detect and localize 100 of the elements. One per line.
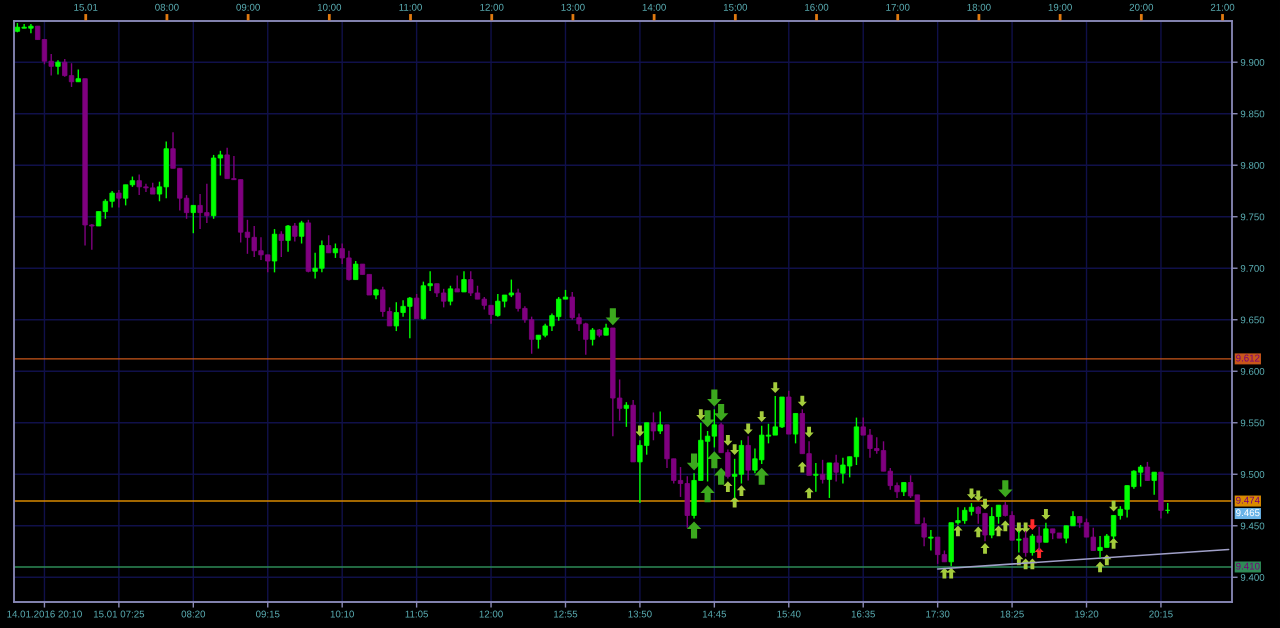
x-tick-label: 13:50 (628, 610, 652, 618)
point (730, 444, 740, 455)
point (743, 423, 753, 435)
x-tick-label: 15:40 (777, 610, 801, 618)
candlestick (353, 260, 359, 281)
candlestick (447, 285, 454, 307)
point (939, 567, 949, 579)
x-tick-label: 08:20 (181, 610, 206, 618)
point (1000, 520, 1010, 532)
point (980, 498, 990, 510)
candlestick (826, 462, 833, 499)
candlestick (813, 462, 819, 493)
point (980, 543, 990, 554)
x2-tick-label: 12:00 (480, 3, 504, 11)
candlestick (278, 230, 284, 258)
x-tick-label: 19:20 (1075, 610, 1099, 618)
x2-tick-label: 21:00 (1210, 3, 1235, 11)
x-tick-label: 20:15 (1149, 610, 1173, 618)
x2-tick-label: 19:00 (1048, 3, 1072, 11)
x-tick-label: 11:05 (405, 610, 429, 618)
point (1021, 522, 1031, 534)
point (700, 410, 715, 428)
ref-line-label: 9.474 (1236, 496, 1260, 504)
point (1095, 561, 1105, 573)
x-tick-label: 14.01.2016 20:10 (7, 610, 82, 618)
x2-tick-label: 15.01 (74, 3, 98, 11)
x-tick-label: 10:10 (330, 610, 354, 618)
point (686, 521, 702, 539)
point (723, 481, 733, 492)
candlestick (285, 224, 291, 253)
candlestick (413, 293, 420, 320)
point (770, 382, 780, 394)
candlestick (1144, 461, 1151, 482)
candlestick (190, 204, 196, 234)
x2-tick-label: 13:00 (561, 3, 585, 11)
point (707, 451, 722, 469)
point (804, 487, 814, 499)
point (966, 488, 977, 500)
candlestick (650, 411, 657, 441)
point (973, 490, 983, 502)
candlestick (833, 453, 839, 483)
point (713, 403, 729, 421)
ref-line-label: 9.410 (1236, 562, 1260, 570)
x2-tick-label: 14:00 (642, 3, 666, 11)
y-tick-label: 9.700 (1240, 264, 1265, 272)
point (998, 480, 1013, 498)
y-tick-label: 9.450 (1240, 522, 1265, 530)
candlestick (217, 150, 224, 177)
y-tick-label: 9.500 (1240, 471, 1265, 478)
point (797, 395, 807, 407)
point (797, 461, 807, 473)
x-tick-label: 18:25 (1000, 610, 1024, 618)
x-tick-label: 14:45 (702, 610, 727, 618)
point (723, 434, 733, 446)
x-tick-label: 16:35 (851, 610, 875, 618)
point (696, 409, 706, 420)
x-tick-label: 12:00 (479, 610, 503, 618)
point (605, 308, 621, 326)
x2-tick-label: 17:00 (886, 3, 910, 11)
y-tick-label: 9.400 (1240, 574, 1265, 581)
y-tick-label: 9.850 (1240, 110, 1265, 118)
x2-tick-label: 08:00 (155, 3, 179, 11)
y-tick-label: 9.650 (1240, 316, 1265, 324)
point (1027, 519, 1037, 531)
point (757, 411, 767, 422)
candlestick (928, 529, 934, 552)
point (707, 389, 722, 407)
candlestick (1151, 471, 1157, 496)
y-tick-label: 9.750 (1240, 213, 1265, 221)
x-tick-label: 09:15 (255, 610, 280, 618)
ref-line-label: 9.612 (1236, 354, 1260, 362)
candlestick (298, 220, 305, 245)
candlestick (623, 401, 630, 428)
y-tick-label: 9.800 (1240, 161, 1265, 169)
y-tick-label: 9.600 (1240, 367, 1265, 375)
x2-tick-label: 15:00 (723, 3, 748, 11)
candlestick (1043, 521, 1049, 543)
point (973, 526, 983, 538)
point (700, 485, 715, 503)
candlestick (792, 412, 799, 445)
candlestick (292, 222, 298, 243)
x2-tick-label: 20:00 (1129, 3, 1154, 11)
candlestick (55, 59, 61, 76)
x2-tick-label: 18:00 (967, 3, 991, 11)
point (1109, 500, 1119, 512)
text: 9.465 (1236, 509, 1260, 517)
point (754, 467, 769, 485)
point (953, 525, 963, 537)
candlestick (657, 410, 663, 435)
y-tick-label: 9.550 (1240, 419, 1265, 427)
candlestick (1029, 533, 1036, 557)
point (736, 485, 746, 497)
candlestick (461, 270, 467, 293)
x2-tick-label: 09:00 (236, 3, 260, 11)
x2-tick-label: 16:00 (805, 3, 829, 11)
x-tick-label: 15.01 07:25 (93, 610, 145, 618)
point (946, 567, 956, 579)
point (1041, 509, 1051, 520)
y-tick-label: 9.900 (1240, 58, 1265, 66)
x-tick-label: 12:55 (554, 610, 578, 618)
